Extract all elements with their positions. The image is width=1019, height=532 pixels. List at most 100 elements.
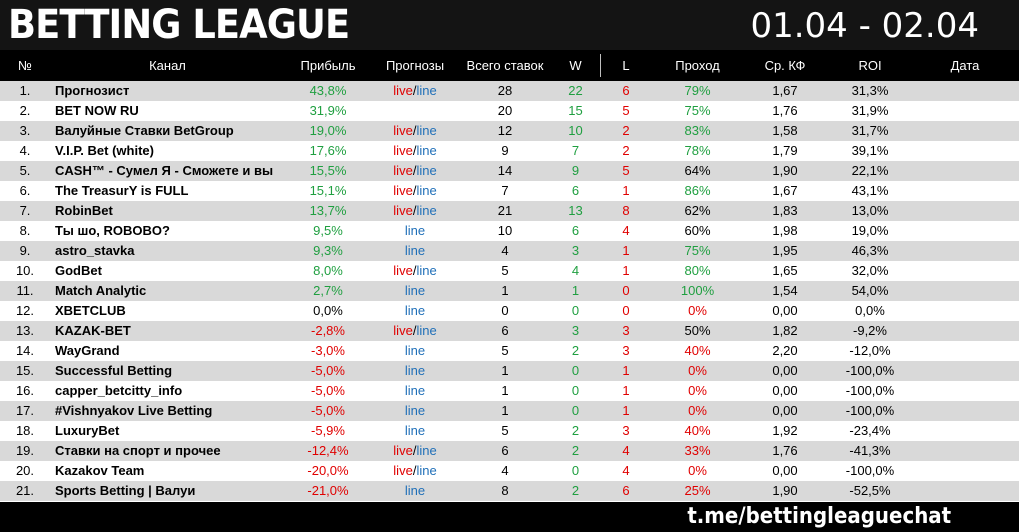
row-avg-odds: 1,92 xyxy=(772,423,798,438)
row-channel-name[interactable]: RobinBet xyxy=(55,203,113,218)
row-channel-name[interactable]: Прогнозист xyxy=(55,83,130,98)
row-rank: 1. xyxy=(19,83,31,98)
forecast-line: line xyxy=(416,323,437,338)
table-row: 17. #Vishnyakov Live Betting -5,0% line 1 0 1 0… xyxy=(0,401,1019,421)
row-roi: -100,0% xyxy=(845,463,895,478)
row-channel-name[interactable]: #Vishnyakov Live Betting xyxy=(55,403,213,418)
row-forecasts: live/line xyxy=(370,161,460,181)
row-wins: 4 xyxy=(571,263,580,278)
row-channel-name[interactable]: Sports Betting | Валуи xyxy=(55,483,196,498)
row-wins: 2 xyxy=(571,483,580,498)
row-losses: 3 xyxy=(622,343,630,358)
forecast-line: line xyxy=(416,463,437,478)
row-forecasts xyxy=(370,101,460,121)
row-channel-name[interactable]: Successful Betting xyxy=(55,363,173,378)
row-pass-rate: 80% xyxy=(684,263,711,278)
row-losses: 1 xyxy=(622,363,630,378)
row-roi: -100,0% xyxy=(845,383,895,398)
row-pass-rate: 0% xyxy=(688,383,707,398)
row-forecasts: live/line xyxy=(370,141,460,161)
row-profit: 9,5% xyxy=(313,223,343,238)
forecast-live: live xyxy=(393,143,413,158)
row-pass-rate: 33% xyxy=(684,443,711,458)
table-row: 20. Kazakov Team -20,0% live/line 4 0 4 0% 0,00 -… xyxy=(0,461,1019,481)
row-channel-name[interactable]: BET NOW RU xyxy=(55,103,139,118)
row-wins: 0 xyxy=(571,403,580,418)
col-num: № xyxy=(18,58,32,73)
row-channel-name[interactable]: Ставки на спорт и прочее xyxy=(55,443,221,458)
forecast-line: line xyxy=(404,283,426,298)
row-pass-rate: 25% xyxy=(684,483,711,498)
row-pass-rate: 50% xyxy=(684,323,711,338)
row-channel-name[interactable]: astro_stavka xyxy=(55,243,135,258)
row-channel-name[interactable]: LuxuryBet xyxy=(55,423,120,438)
row-pass-rate: 79% xyxy=(684,83,711,98)
forecast-line: line xyxy=(416,123,437,138)
row-channel-name[interactable]: Валуйные Ставки BetGroup xyxy=(55,123,234,138)
row-channel-name[interactable]: Ты шо, ROBOBO? xyxy=(55,223,170,238)
row-avg-odds: 1,95 xyxy=(772,243,798,258)
table-row: 10. GodBet 8,0% live/line 5 4 1 80% 1,65 32,0% xyxy=(0,261,1019,281)
row-roi: 43,1% xyxy=(851,183,889,198)
row-avg-odds: 1,76 xyxy=(772,443,798,458)
row-channel-name[interactable]: XBETCLUB xyxy=(55,303,126,318)
row-losses: 5 xyxy=(622,103,630,118)
forecast-slash: / xyxy=(412,183,417,198)
row-wins: 0 xyxy=(571,303,580,318)
row-forecasts: line xyxy=(370,241,460,261)
row-profit: -21,0% xyxy=(307,483,349,498)
row-wins: 7 xyxy=(571,143,580,158)
row-pass-rate: 62% xyxy=(684,203,711,218)
row-losses: 1 xyxy=(622,383,630,398)
forecast-live: live xyxy=(393,263,413,278)
forecast-line: line xyxy=(404,303,426,318)
row-forecasts: line xyxy=(370,341,460,361)
col-pass: Проход xyxy=(675,58,720,73)
row-rank: 16. xyxy=(15,383,35,398)
row-avg-odds: 1,65 xyxy=(772,263,798,278)
table-row: 15. Successful Betting -5,0% line 1 0 1 0% 0,00 -… xyxy=(0,361,1019,381)
row-losses: 1 xyxy=(622,183,630,198)
row-total-bets: 14 xyxy=(497,163,513,178)
row-pass-rate: 86% xyxy=(684,183,711,198)
forecast-line: line xyxy=(416,163,437,178)
row-roi: -23,4% xyxy=(849,423,891,438)
forecast-slash: / xyxy=(412,163,417,178)
row-channel-name[interactable]: KAZAK-BET xyxy=(55,323,131,338)
row-channel-name[interactable]: Match Analytic xyxy=(55,283,147,298)
row-losses: 0 xyxy=(622,303,630,318)
forecast-line: line xyxy=(416,83,437,98)
row-channel-name[interactable]: capper_betcitty_info xyxy=(55,383,183,398)
table-row: 12. XBETCLUB 0,0% line 0 0 0 0% 0,00 0,0% xyxy=(0,301,1019,321)
row-roi: -9,2% xyxy=(853,323,887,338)
row-total-bets: 21 xyxy=(497,203,513,218)
row-avg-odds: 1,79 xyxy=(772,143,798,158)
row-channel-name[interactable]: V.I.P. Bet (white) xyxy=(55,143,154,158)
row-wins: 2 xyxy=(571,423,580,438)
row-total-bets: 4 xyxy=(501,243,509,258)
row-rank: 20. xyxy=(15,463,35,478)
row-roi: 13,0% xyxy=(851,203,889,218)
row-channel-name[interactable]: Kazakov Team xyxy=(55,463,145,478)
row-channel-name[interactable]: GodBet xyxy=(55,263,102,278)
chat-link[interactable]: t.me/bettingleaguechat xyxy=(687,504,951,529)
row-pass-rate: 64% xyxy=(684,163,711,178)
row-forecasts: line xyxy=(370,421,460,441)
row-channel-name[interactable]: The TreasurY is FULL xyxy=(55,183,189,198)
row-wins: 3 xyxy=(571,323,580,338)
forecast-slash: / xyxy=(412,83,417,98)
table-row: 7. RobinBet 13,7% live/line 21 13 8 62% 1,83 13,0… xyxy=(0,201,1019,221)
row-losses: 3 xyxy=(622,323,630,338)
forecast-line: line xyxy=(404,423,426,438)
column-header-row: № Канал Прибыль Прогнозы Всего ставок W … xyxy=(0,50,1019,81)
row-forecasts: line xyxy=(370,361,460,381)
row-channel-name[interactable]: CASH™ - Сумел Я - Сможете и вы xyxy=(55,163,274,178)
row-wins: 6 xyxy=(571,223,580,238)
row-forecasts: live/line xyxy=(370,121,460,141)
forecast-live: live xyxy=(393,323,413,338)
row-avg-odds: 1,58 xyxy=(772,123,798,138)
row-total-bets: 1 xyxy=(501,383,509,398)
row-channel-name[interactable]: WayGrand xyxy=(55,343,120,358)
table-row: 5. CASH™ - Сумел Я - Сможете и вы 15,5% liv… xyxy=(0,161,1019,181)
row-losses: 3 xyxy=(622,423,630,438)
